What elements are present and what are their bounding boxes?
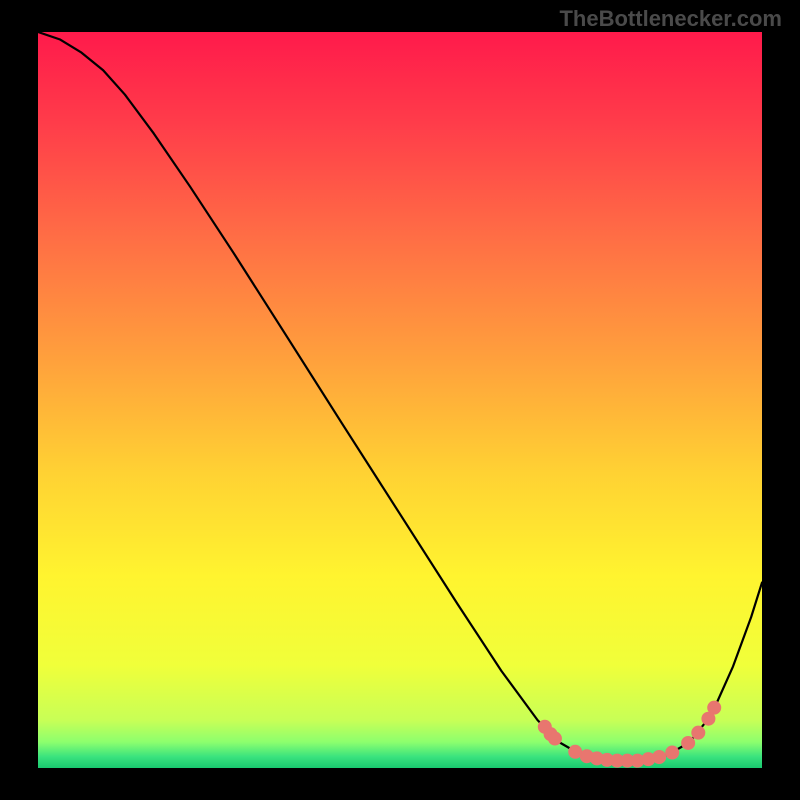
plot-frame: [35, 29, 765, 771]
watermark-text: TheBottlenecker.com: [559, 6, 782, 32]
